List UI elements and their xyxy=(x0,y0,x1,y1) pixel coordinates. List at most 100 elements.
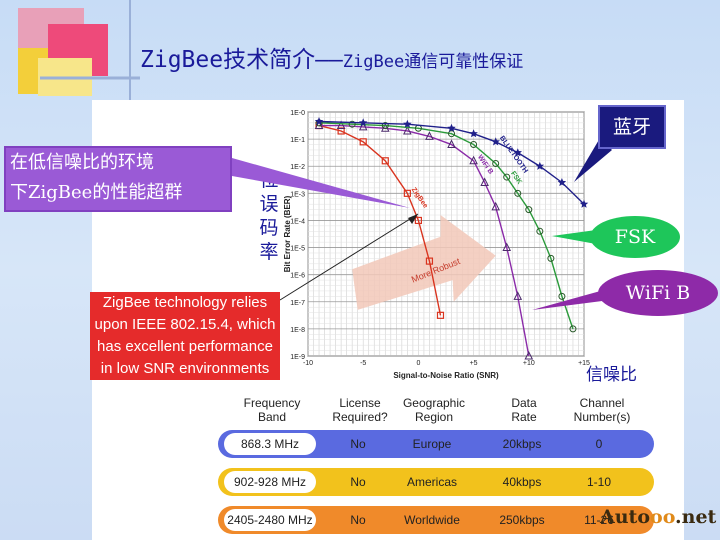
header-channel-line2: Number(s) xyxy=(573,410,631,424)
y-tick-label: 1E-9 xyxy=(290,354,305,361)
ber-char-2: 误 xyxy=(259,193,279,215)
table-header-region: Geographic Region xyxy=(392,396,476,424)
series-line-fsk xyxy=(319,122,574,330)
table-header-rate: Data Rate xyxy=(486,396,562,424)
data-point-bluetooth xyxy=(557,178,567,187)
data-point-fsk xyxy=(470,141,478,149)
data-point-bluetooth xyxy=(447,123,456,132)
data-point-bluetooth xyxy=(491,137,500,146)
data-point-bluetooth xyxy=(579,199,589,208)
series-line-wifi-b xyxy=(319,124,530,357)
callout-ieee-802154: ZigBee technology relies upon IEEE 802.1… xyxy=(90,292,280,380)
row-2400-rate: 250kbps xyxy=(499,513,545,527)
data-point-bluetooth xyxy=(535,161,545,170)
watermark: Autooo.net xyxy=(600,506,716,528)
row-2400-band: 2405-2480 MHz xyxy=(224,509,316,531)
data-point-wifi-b xyxy=(480,177,489,186)
data-point-wifi-b xyxy=(447,139,456,149)
data-point-wifi-b xyxy=(524,350,534,360)
table-header-license: License Required? xyxy=(320,396,400,424)
y-tick-label: 1E-2 xyxy=(290,164,305,171)
y-tick-label: 1E-5 xyxy=(290,246,305,253)
data-point-zigbee xyxy=(425,257,434,265)
row-868-license: No xyxy=(350,437,366,451)
callout-wifi: WiFi B xyxy=(598,270,718,316)
data-point-wifi-b xyxy=(513,291,523,300)
data-point-wifi-b xyxy=(491,201,500,211)
header-band-line1: Frequency xyxy=(243,396,301,410)
table-row-2400: 2405-2480 MHz No Worldwide 250kbps 11-26 xyxy=(218,506,654,534)
data-point-fsk xyxy=(536,227,544,235)
data-point-wifi-b xyxy=(336,120,346,130)
header-region-line2: Region xyxy=(414,410,454,424)
ber-chart: More Robust1E-01E-11E-21E-31E-41E-51E-61… xyxy=(283,110,590,380)
snr-label: 信噪比 xyxy=(586,365,637,385)
header-band-line2: Band xyxy=(257,410,287,424)
row-2400-channels: 11-26 xyxy=(584,513,614,527)
row-915-channels: 1-10 xyxy=(586,475,612,489)
data-point-fsk xyxy=(448,130,456,138)
y-tick-label: 1E-7 xyxy=(290,300,305,307)
table-row-868: 868.3 MHz No Europe 20kbps 0 xyxy=(218,430,654,458)
x-tick-label: -5 xyxy=(360,360,366,367)
data-point-wifi-b xyxy=(425,131,434,140)
data-point-fsk xyxy=(381,122,389,130)
row-868-channels: 0 xyxy=(595,437,603,451)
header-rate-line1: Data xyxy=(511,396,537,410)
row-868-band: 868.3 MHz xyxy=(224,433,316,455)
data-point-fsk xyxy=(525,206,533,214)
data-point-bluetooth xyxy=(469,129,478,138)
row-868-rate: 20kbps xyxy=(502,437,542,451)
y-tick-label: 1E-4 xyxy=(290,218,305,225)
watermark-a: Auto xyxy=(600,506,651,528)
data-point-bluetooth xyxy=(403,119,412,128)
data-point-wifi-b xyxy=(403,125,412,135)
callout-left-line1: 在低信噪比的环境 xyxy=(10,152,154,173)
title-dash: —— xyxy=(315,47,343,73)
header-region-line1: Geographic xyxy=(402,396,466,410)
data-point-bluetooth xyxy=(314,117,324,126)
ber-vertical-label: 位 误 码 率 xyxy=(258,168,280,264)
y-axis-label: Bit Error Rate (BER) xyxy=(283,195,292,272)
x-tick-label: +10 xyxy=(523,360,535,367)
x-tick-label: -10 xyxy=(303,360,313,367)
x-tick-label: +5 xyxy=(470,360,478,367)
decorative-squares xyxy=(18,0,140,110)
y-tick-label: 1E-6 xyxy=(290,273,305,280)
watermark-c: .net xyxy=(675,506,717,528)
data-point-fsk xyxy=(492,160,500,168)
callout-left-line2: 下ZigBee的性能超群 xyxy=(10,182,183,203)
data-point-bluetooth xyxy=(358,118,368,127)
y-tick-label: 1E-8 xyxy=(290,327,305,334)
watermark-b: oo xyxy=(650,506,676,528)
title-sub: ZigBee通信可靠性保证 xyxy=(342,52,524,72)
ber-char-1: 位 xyxy=(259,169,279,191)
row-915-band: 902-928 MHz xyxy=(224,471,316,493)
table-header-channel: Channel Number(s) xyxy=(564,396,640,424)
header-rate-line2: Rate xyxy=(511,410,537,424)
callout-bluetooth: 蓝牙 xyxy=(598,105,666,149)
table-row-915: 902-928 MHz No Americas 40kbps 1-10 xyxy=(218,468,654,496)
table-header-band: Frequency Band xyxy=(224,396,320,424)
data-point-fsk xyxy=(503,173,511,181)
data-point-bluetooth xyxy=(513,148,522,157)
header-channel-line1: Channel xyxy=(579,396,625,410)
x-tick-label: 0 xyxy=(416,360,420,367)
row-868-region: Europe xyxy=(412,437,452,451)
data-point-fsk xyxy=(514,189,522,197)
callout-fsk: FSK xyxy=(590,216,680,258)
callout-zigbee-low-snr: 在低信噪比的环境 下ZigBee的性能超群 xyxy=(4,146,232,212)
ber-char-4: 率 xyxy=(259,241,279,263)
data-point-zigbee xyxy=(359,138,367,146)
ber-char-3: 码 xyxy=(259,217,279,239)
header-license-line2: Required? xyxy=(332,410,388,424)
data-point-wifi-b xyxy=(469,155,478,165)
y-tick-label: 1E-3 xyxy=(290,191,305,198)
row-2400-license: No xyxy=(350,513,366,527)
x-axis-label: Signal-to-Noise Ratio (SNR) xyxy=(393,371,499,380)
data-point-fsk xyxy=(547,254,555,262)
row-2400-region: Worldwide xyxy=(404,513,460,527)
header-license-line1: License xyxy=(339,396,381,410)
y-tick-label: 1E-0 xyxy=(290,110,305,117)
series-line-bluetooth xyxy=(319,120,585,205)
